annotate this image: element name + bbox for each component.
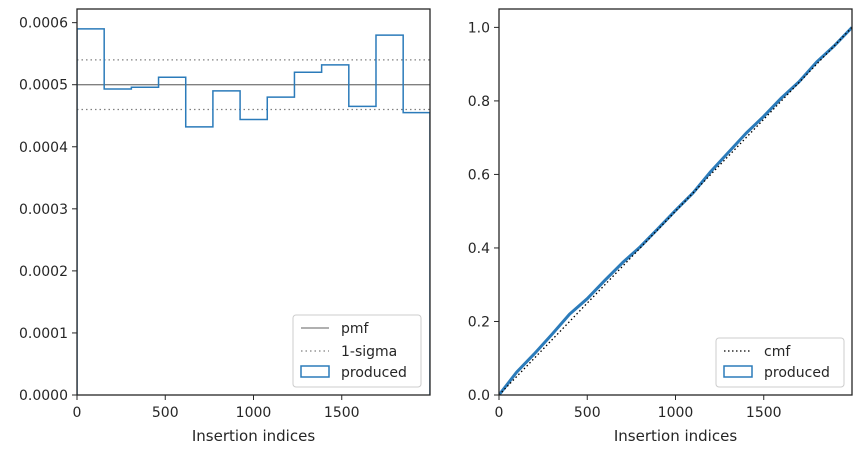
y-tick-label: 0.2 bbox=[468, 314, 490, 330]
cmf-line bbox=[499, 26, 852, 395]
legend-box bbox=[292, 314, 422, 388]
legend-swatch-produced bbox=[300, 365, 330, 378]
x-tick-label: 1500 bbox=[324, 405, 360, 421]
x-tick-label: 500 bbox=[152, 405, 179, 421]
legend-label-pmf: pmf bbox=[341, 321, 370, 337]
plot-area bbox=[77, 28, 430, 395]
legend-box bbox=[715, 337, 845, 388]
produced-point bbox=[568, 313, 571, 316]
produced-point bbox=[745, 132, 748, 135]
produced-point bbox=[603, 279, 606, 282]
y-tick-label: 0.8 bbox=[468, 94, 490, 110]
y-tick-label: 0.4 bbox=[468, 241, 490, 257]
produced-point bbox=[780, 96, 783, 99]
produced-point bbox=[515, 371, 518, 374]
y-tick-label: 1.0 bbox=[468, 20, 490, 36]
legend-label-sigma: 1-sigma bbox=[341, 344, 397, 360]
x-tick-label: 1500 bbox=[746, 405, 782, 421]
cmf-panel: 0 500 1000 1500 0.0 0.2 0.4 0.6 0.8 1.0 Insertion … bbox=[468, 8, 853, 445]
x-tick-label: 500 bbox=[574, 405, 601, 421]
y-tick-label: 0.0004 bbox=[19, 140, 68, 156]
plot-area bbox=[499, 26, 852, 395]
x-tick-label: 1000 bbox=[236, 405, 272, 421]
x-tick-label: 1000 bbox=[658, 405, 694, 421]
y-tick-label: 0.0001 bbox=[19, 326, 68, 342]
legend-label-cmf: cmf bbox=[764, 344, 791, 360]
legend-label-produced: produced bbox=[341, 365, 407, 381]
produced-histogram bbox=[77, 28, 430, 395]
produced-line bbox=[499, 26, 852, 395]
pmf-panel: 0 500 1000 1500 0.0000 0.0001 0.0002 0.0003 0.00… bbox=[19, 8, 431, 445]
x-axis-label: Insertion indices bbox=[192, 427, 315, 445]
axes-frame bbox=[498, 8, 853, 396]
y-tick-label: 0.0 bbox=[468, 388, 490, 404]
x-axis-label: Insertion indices bbox=[614, 427, 737, 445]
y-tick-label: 0.0006 bbox=[19, 16, 68, 32]
produced-point bbox=[586, 297, 589, 300]
legend: cmf produced bbox=[715, 337, 845, 388]
x-tick-label: 0 bbox=[73, 405, 82, 421]
produced-point bbox=[550, 333, 553, 336]
y-tick-label: 0.0000 bbox=[19, 388, 68, 404]
y-tick-label: 0.6 bbox=[468, 167, 490, 183]
y-tick-label: 0.0005 bbox=[19, 78, 68, 94]
produced-point bbox=[621, 261, 624, 264]
legend: pmf 1-sigma produced bbox=[292, 314, 422, 388]
produced-point bbox=[533, 352, 536, 355]
produced-point bbox=[709, 170, 712, 173]
produced-point bbox=[727, 151, 730, 154]
y-tick-label: 0.0002 bbox=[19, 264, 68, 280]
y-tick-label: 0.0003 bbox=[19, 202, 68, 218]
legend-label-produced: produced bbox=[764, 365, 830, 381]
legend-swatch-produced bbox=[723, 365, 753, 378]
x-tick-label: 0 bbox=[495, 405, 504, 421]
